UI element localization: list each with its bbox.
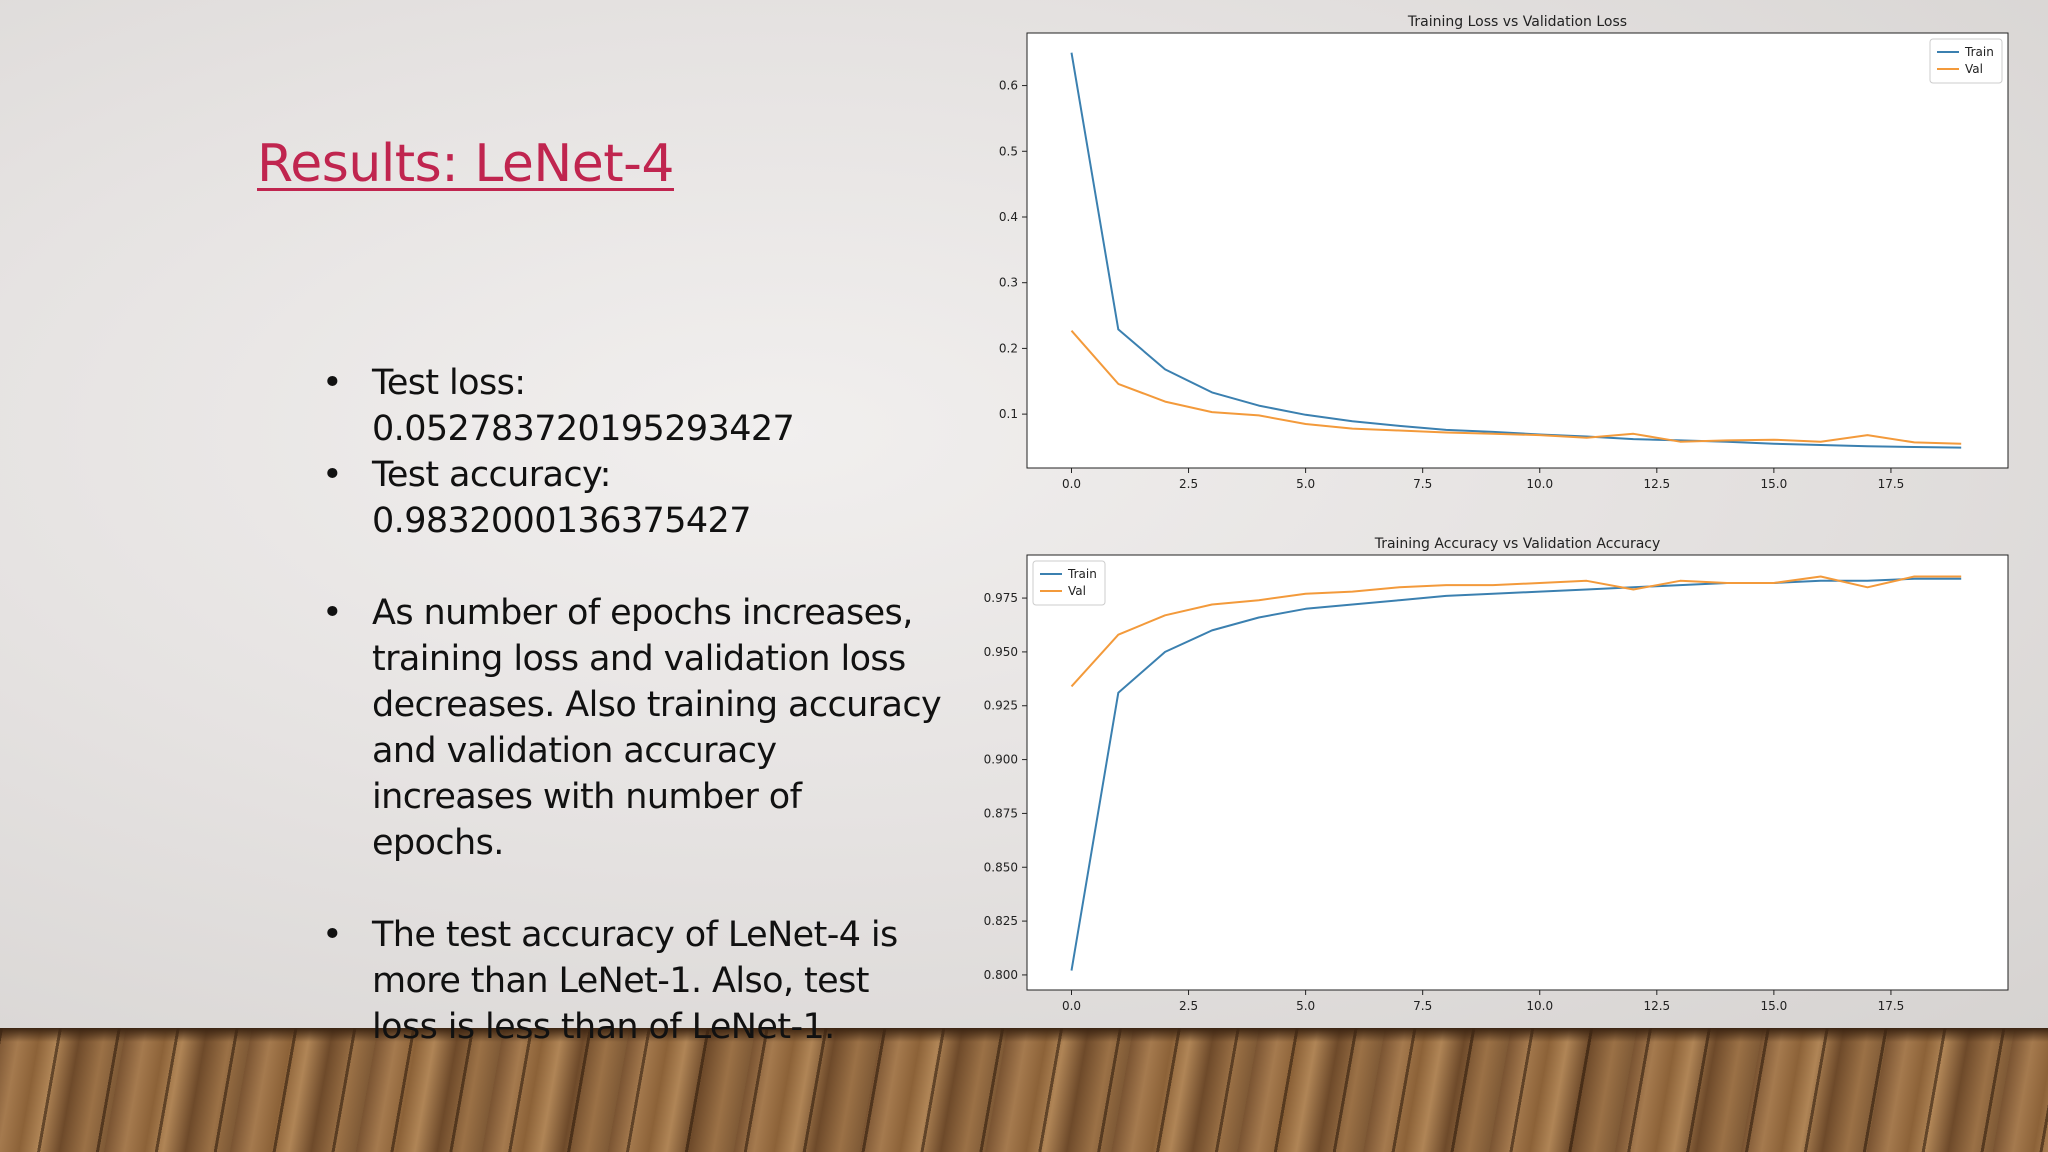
- x-tick-label: 5.0: [1296, 999, 1315, 1013]
- x-tick-label: 15.0: [1761, 477, 1788, 491]
- bullet-dot: •: [322, 455, 343, 495]
- loss-chart: Training Loss vs Validation Loss 0.0 2.5 5.…: [999, 14, 2009, 491]
- y-tick-label: 0.6: [999, 79, 1018, 93]
- x-tick-label: 15.0: [1761, 999, 1788, 1013]
- y-tick-label: 0.825: [984, 914, 1018, 928]
- legend-box: [1032, 560, 1106, 606]
- accuracy-chart: Training Accuracy vs Validation Accuracy…: [984, 536, 2009, 1013]
- chart-title: Training Loss vs Validation Loss: [1407, 14, 1627, 30]
- y-tick-label: 0.975: [984, 591, 1018, 605]
- bullet-test-loss: • Test loss: 0.052783720195293427: [322, 360, 942, 452]
- bullet-test-accuracy: • Test accuracy: 0.9832000136375427: [322, 452, 942, 544]
- bullet-dot: •: [322, 363, 343, 403]
- legend-label: Val: [1068, 584, 1086, 598]
- series-line-train: [1070, 52, 1962, 449]
- plot-area: [1026, 32, 2009, 469]
- x-tick-label: 0.0: [1062, 477, 1081, 491]
- legend-label: Val: [1965, 62, 1983, 76]
- bullet-dot: •: [322, 593, 343, 633]
- y-tick-label: 0.2: [999, 341, 1018, 355]
- x-tick-label: 12.5: [1643, 477, 1670, 491]
- series-line-val: [1070, 330, 1962, 445]
- bullet-text: Test loss: 0.052783720195293427: [372, 363, 795, 449]
- legend-box: [1929, 38, 2003, 84]
- y-tick-label: 0.3: [999, 276, 1018, 290]
- y-tick-label: 0.800: [984, 968, 1018, 982]
- x-tick-label: 7.5: [1413, 477, 1432, 491]
- y-tick-label: 0.875: [984, 806, 1018, 820]
- y-tick-label: 0.925: [984, 699, 1018, 713]
- x-tick-label: 7.5: [1413, 999, 1432, 1013]
- x-tick-label: 0.0: [1062, 999, 1081, 1013]
- bullet-epochs-trend: • As number of epochs increases, trainin…: [322, 590, 942, 866]
- slide-title: Results: LeNet-4: [257, 134, 675, 194]
- legend-label: Train: [1964, 45, 1994, 59]
- bullet-text: Test accuracy: 0.9832000136375427: [372, 455, 751, 541]
- x-tick-label: 17.5: [1878, 477, 1905, 491]
- floor-shadow: [0, 1028, 2048, 1042]
- wood-floor: [0, 1028, 2048, 1152]
- bullet-list: • Test loss: 0.052783720195293427 • Test…: [322, 360, 942, 1050]
- plot-area: [1026, 554, 2009, 991]
- x-tick-label: 12.5: [1643, 999, 1670, 1013]
- bullet-dot: •: [322, 915, 343, 955]
- y-tick-label: 0.900: [984, 753, 1018, 767]
- bullet-text: As number of epochs increases, training …: [372, 593, 942, 863]
- x-tick-label: 5.0: [1296, 477, 1315, 491]
- bullet-text: The test accuracy of LeNet-4 is more tha…: [372, 915, 898, 1047]
- y-tick-label: 0.850: [984, 860, 1018, 874]
- x-tick-label: 17.5: [1878, 999, 1905, 1013]
- series-line-val: [1070, 575, 1962, 688]
- y-tick-label: 0.5: [999, 144, 1018, 158]
- x-tick-label: 10.0: [1526, 477, 1553, 491]
- bullet-comparison: • The test accuracy of LeNet-4 is more t…: [322, 912, 942, 1050]
- x-tick-label: 2.5: [1179, 477, 1198, 491]
- y-tick-label: 0.950: [984, 645, 1018, 659]
- chart-title: Training Accuracy vs Validation Accuracy: [1374, 536, 1661, 552]
- x-tick-label: 2.5: [1179, 999, 1198, 1013]
- x-tick-label: 10.0: [1526, 999, 1553, 1013]
- legend-label: Train: [1067, 567, 1097, 581]
- y-tick-label: 0.4: [999, 210, 1018, 224]
- y-tick-label: 0.1: [999, 407, 1018, 421]
- series-line-train: [1070, 577, 1962, 971]
